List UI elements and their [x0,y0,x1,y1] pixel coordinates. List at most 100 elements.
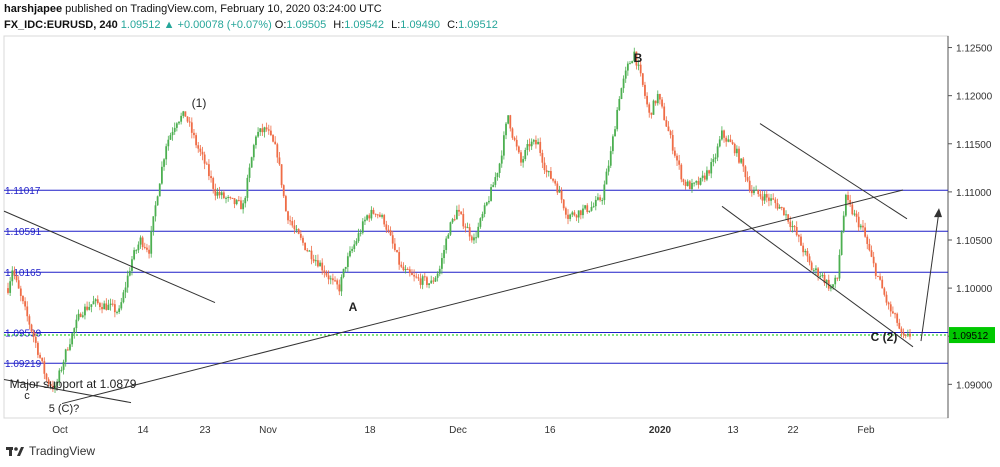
candle-up [167,139,170,147]
candle-up [699,177,702,185]
wave-annotation: C (2) [871,330,898,344]
candle-up [355,241,358,245]
candle-down [197,145,200,149]
candle-down [86,306,88,310]
candle-down [334,280,336,282]
y-tick-label: 1.11500 [956,140,992,151]
candle-down [411,273,413,276]
candle-up [340,277,343,292]
candle-up [171,131,174,136]
ohlc-close-value: 1.09512 [458,19,498,31]
x-tick-label: 16 [544,425,556,436]
candle-up [830,287,832,289]
candle-up [60,369,63,371]
candle-down [725,137,728,142]
candle-up [603,184,606,201]
candle-down [265,127,268,130]
candle-up [466,227,469,229]
candle-down [297,229,300,234]
candle-up [90,304,93,307]
candle-up [175,123,178,128]
candle-down [573,212,576,216]
candle-up [120,302,123,309]
candle-down [654,100,657,104]
candle-down [113,304,116,313]
projection-arrow-head-icon [934,208,942,218]
candle-down [458,209,460,212]
candle-up [492,184,495,188]
candle-up [455,209,458,220]
candle-up [9,281,12,293]
author-name[interactable]: harshjapee [4,3,63,15]
candles-group [7,47,911,393]
y-tick-label: 1.10000 [956,284,993,295]
candle-down [26,306,29,317]
candle-down [304,242,307,251]
candle-up [152,216,155,232]
candle-down [19,288,22,296]
candle-up [494,177,497,185]
candle-up [109,303,112,305]
candle-up [597,197,599,200]
candle-down [24,301,26,307]
candle-down [528,144,531,147]
candle-up [116,311,118,313]
candle-up [488,200,490,203]
price-chart[interactable]: 1.12500 1.12000 1.11500 1.11000 1.10500 1.100… [0,34,1000,440]
candle-down [635,51,638,66]
candle-down [877,275,879,277]
candle-down [744,166,747,178]
candle-down [669,131,672,136]
candle-down [323,270,326,273]
candle-up [485,202,488,206]
ohlc-high-value: 1.09542 [344,19,385,31]
candle-down [520,152,522,163]
candle-up [359,232,362,234]
candle-down [599,197,601,201]
candle-down [688,181,691,190]
candle-down [676,155,678,161]
candle-up [314,260,317,262]
candle-up [622,78,625,89]
candle-up [582,208,584,216]
candle-down [41,357,44,362]
candle-up [88,306,91,310]
candle-down [146,247,148,250]
candle-up [522,159,525,163]
tradingview-logo[interactable]: TradingView [6,444,95,458]
candle-down [184,111,187,117]
candle-down [400,264,403,267]
candle-down [280,164,283,186]
horizontal-level-label: 1.09219 [5,359,42,370]
candle-up [364,219,366,222]
candle-down [667,126,670,132]
candle-up [588,210,591,212]
candle-down [663,106,666,121]
candle-down [383,215,386,225]
candle-up [821,274,824,276]
candle-down [39,354,41,358]
candle-up [257,131,259,137]
symbol-label: FX_IDC:EURUSD, 240 [4,19,118,31]
candle-down [270,130,272,136]
candle-down [17,280,20,289]
candle-up [791,226,794,228]
candle-down [470,236,473,241]
candle-down [49,383,52,386]
candle-up [721,130,723,140]
candle-down [287,211,289,221]
candle-down [671,135,674,151]
candle-up [349,250,351,257]
candle-up [611,136,614,152]
candle-down [793,226,796,228]
candle-up [626,63,629,71]
candle-up [225,197,227,199]
candle-down [195,135,197,146]
candle-up [753,190,755,194]
candle-down [787,214,790,222]
candle-up [691,183,693,190]
candle-down [541,152,544,163]
candle-down [857,216,860,228]
candle-down [731,142,734,144]
candle-down [874,263,877,276]
